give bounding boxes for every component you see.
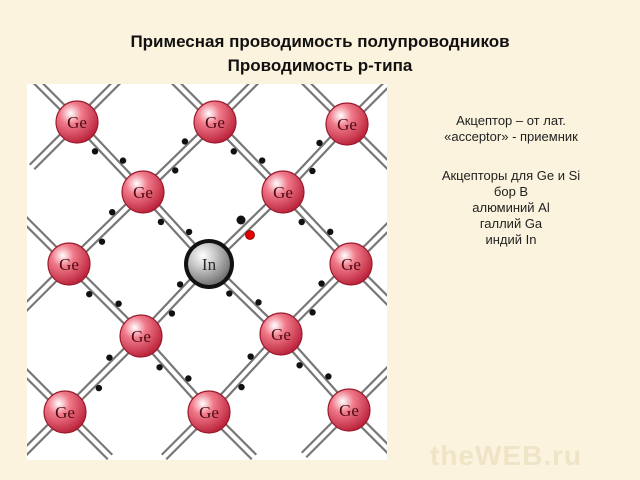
atom-label: Ge bbox=[205, 113, 225, 132]
atom-label: Ge bbox=[271, 325, 291, 344]
slide-subtitle: Проводимость р-типа bbox=[0, 56, 640, 76]
atom-label: Ge bbox=[199, 403, 219, 422]
electron bbox=[156, 364, 162, 370]
atom-ge: Ge bbox=[44, 391, 86, 433]
electron bbox=[325, 373, 331, 379]
atom-label: Ge bbox=[133, 183, 153, 202]
atom-ge: Ge bbox=[56, 101, 98, 143]
atom-ge: Ge bbox=[262, 171, 304, 213]
atom-ge: Ge bbox=[194, 101, 236, 143]
atom-label: Ge bbox=[273, 183, 293, 202]
watermark: theWEB.ru bbox=[430, 440, 582, 472]
atom-label: Ge bbox=[67, 113, 87, 132]
impurity-atom-in: In bbox=[184, 239, 234, 289]
atom-ge: Ge bbox=[120, 315, 162, 357]
electron bbox=[238, 384, 244, 390]
electron bbox=[318, 280, 324, 286]
electron bbox=[299, 219, 305, 225]
electron bbox=[86, 291, 92, 297]
electron bbox=[158, 219, 164, 225]
electron bbox=[247, 353, 253, 359]
electron bbox=[296, 362, 302, 368]
electron bbox=[327, 229, 333, 235]
atom-label: Ge bbox=[55, 403, 75, 422]
atom-ge: Ge bbox=[188, 391, 230, 433]
electron bbox=[92, 148, 98, 154]
atom-ge: Ge bbox=[328, 389, 370, 431]
electron bbox=[177, 281, 183, 287]
electron bbox=[115, 300, 121, 306]
crystal-lattice-diagram: Ge Ge Ge Ge Ge Ge In Ge Ge Ge Ge Ge Ge bbox=[27, 84, 387, 460]
electron bbox=[185, 375, 191, 381]
electron bbox=[309, 309, 315, 315]
atom-ge: Ge bbox=[260, 313, 302, 355]
electron bbox=[120, 157, 126, 163]
acceptor-def-line2: «acceptor» - приемник bbox=[405, 129, 617, 145]
hole-dot bbox=[246, 231, 255, 240]
electron bbox=[226, 290, 232, 296]
atom-label: Ge bbox=[341, 255, 361, 274]
electron bbox=[316, 140, 322, 146]
slide-title: Примесная проводимость полупроводников bbox=[0, 32, 640, 52]
atom-ge: Ge bbox=[122, 171, 164, 213]
acceptor-item-indium: индий In bbox=[405, 232, 617, 248]
acceptor-def-line1: Акцептор – от лат. bbox=[405, 113, 617, 129]
acceptor-item-boron: бор В bbox=[405, 184, 617, 200]
atom-label: Ge bbox=[59, 255, 79, 274]
acceptors-header: Акцепторы для Ge и Si bbox=[405, 168, 617, 184]
acceptor-item-aluminium: алюминий Al bbox=[405, 200, 617, 216]
atom-ge: Ge bbox=[326, 103, 368, 145]
atom-label: Ge bbox=[339, 401, 359, 420]
electron bbox=[99, 238, 105, 244]
electron bbox=[109, 209, 115, 215]
electron bbox=[96, 385, 102, 391]
electron bbox=[106, 354, 112, 360]
electron bbox=[182, 138, 188, 144]
atom-label: Ge bbox=[131, 327, 151, 346]
electron bbox=[231, 148, 237, 154]
atom-label: In bbox=[202, 255, 217, 274]
atom-label: Ge bbox=[337, 115, 357, 134]
electron bbox=[169, 310, 175, 316]
acceptor-item-gallium: галлий Ga bbox=[405, 216, 617, 232]
atom-ge: Ge bbox=[48, 243, 90, 285]
electron bbox=[186, 229, 192, 235]
electron bbox=[172, 167, 178, 173]
electron bbox=[255, 299, 261, 305]
electron bbox=[309, 168, 315, 174]
atom-ge: Ge bbox=[330, 243, 372, 285]
electron bbox=[259, 157, 265, 163]
electron bbox=[237, 216, 246, 225]
